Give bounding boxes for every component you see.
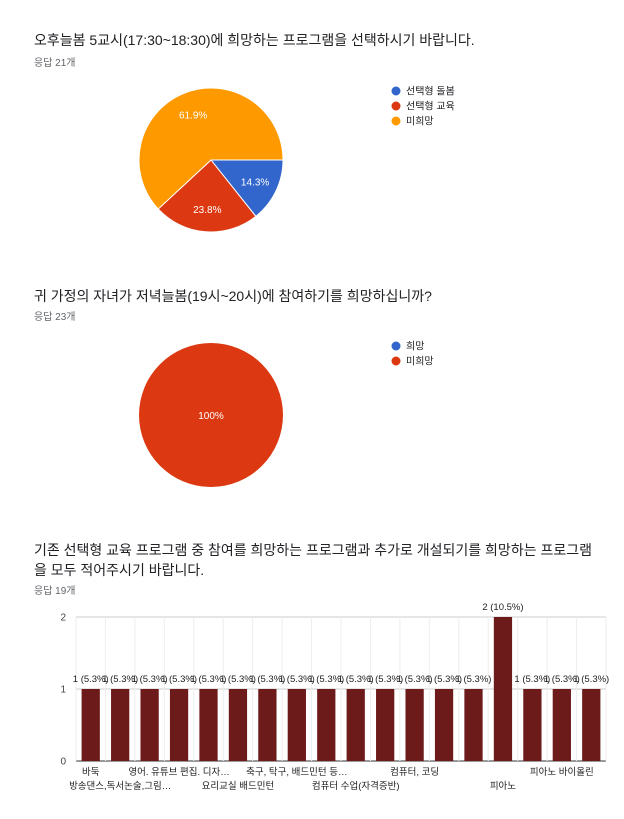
bar [140, 689, 159, 761]
bar-value-label: 1 (5.3%) [191, 674, 227, 685]
bar [199, 689, 218, 761]
legend-swatch [391, 116, 401, 126]
legend-label: 희망 [406, 341, 424, 353]
y-tick-label: 0 [60, 757, 66, 768]
question-1-title: 오후늘봄 5교시(17:30~18:30)에 희망하는 프로그램을 선택하시기 … [34, 32, 475, 48]
question-1-response-count: 응답 21개 [34, 58, 76, 69]
bar-value-label: 2 (10.5%) [482, 602, 523, 613]
pie-slice-label: 61.9% [179, 110, 207, 121]
bar-value-label: 1 (5.3%) [573, 674, 609, 685]
bar [434, 689, 454, 761]
y-tick-label: 2 [60, 613, 66, 624]
pie-slice [209, 159, 284, 218]
legend-label: 선택형 교육 [406, 101, 455, 113]
bar [287, 689, 306, 761]
legend-swatch [391, 86, 401, 96]
legend-label: 미희망 [406, 116, 434, 128]
bar [228, 689, 248, 761]
pie-slice-label: 23.8% [193, 205, 221, 216]
x-category-label: 요리교실 배드민턴 [202, 781, 275, 792]
bar-value-label: 1 (5.3%) [279, 674, 315, 685]
legend-swatch [391, 101, 401, 111]
x-category-label: 영어. 유튜브 편집. 디자… [128, 766, 229, 778]
bar [405, 689, 424, 761]
bar [317, 689, 336, 761]
bar-value-label: 1 (5.3%) [397, 674, 433, 685]
bar [552, 689, 571, 761]
pie-slice [138, 87, 284, 210]
x-category-label: 피아노 바이올린 [530, 767, 594, 778]
pie-slice-label: 100% [198, 411, 224, 422]
bar-value-label: 1 (5.3%) [161, 674, 197, 685]
bar [111, 689, 130, 761]
bar [81, 689, 100, 761]
bar-value-label: 1 (5.3%) [132, 674, 168, 685]
pie-slice [157, 159, 257, 233]
bar-value-label: 1 (5.3%) [367, 674, 403, 685]
bar-value-label: 1 (5.3%) [308, 674, 344, 685]
bar-value-label: 1 (5.3%) [220, 674, 256, 685]
x-category-label: 컴퓨터, 코딩 [390, 766, 439, 778]
y-tick-label: 1 [60, 685, 66, 696]
question-3-title: 기존 선택형 교육 프로그램 중 참여를 희망하는 프로그램과 추가로 개설되기… [34, 542, 592, 578]
bar [258, 689, 277, 761]
x-category-label: 컴퓨터 수업(자격증반) [312, 780, 400, 792]
bar-value-label: 1 (5.3%) [426, 674, 462, 685]
x-category-label: 바둑 [82, 767, 100, 778]
bar [169, 689, 189, 761]
x-category-label: 피아노 [490, 781, 516, 792]
question-2-response-count: 응답 23개 [34, 312, 76, 323]
bar [346, 689, 365, 761]
pie-slice [139, 343, 283, 487]
x-category-label: 방송댄스,독서논술,그림… [69, 780, 171, 792]
question-2-title: 귀 가정의 자녀가 저녁늘봄(19시~20시)에 참여하기를 희망하십니까? [34, 288, 432, 304]
legend-label: 선택형 돌봄 [406, 86, 455, 98]
legend-swatch [391, 341, 401, 351]
bar-value-label: 1 (5.3%) [338, 674, 374, 685]
legend-label: 미희망 [406, 356, 434, 368]
pie-slice-label: 14.3% [241, 177, 269, 188]
x-category-label: 축구, 탁구, 배드민턴 등… [246, 766, 347, 778]
bar-value-label: 1 (5.3%) [249, 674, 285, 685]
bar-value-label: 1 (5.3%) [102, 674, 138, 685]
bar [582, 689, 601, 761]
bar [523, 689, 542, 761]
legend-swatch [391, 356, 401, 366]
bar [464, 689, 483, 761]
bar [493, 617, 513, 761]
bar-value-label: 1 (5.3%) [544, 674, 580, 685]
bar-value-label: 1 (5.3%) [514, 674, 550, 685]
bar-value-label: 1 (5.3%) [456, 674, 492, 685]
bar-value-label: 1 (5.3%) [73, 674, 109, 685]
question-3-response-count: 응답 19개 [34, 586, 76, 597]
bar [376, 689, 395, 761]
